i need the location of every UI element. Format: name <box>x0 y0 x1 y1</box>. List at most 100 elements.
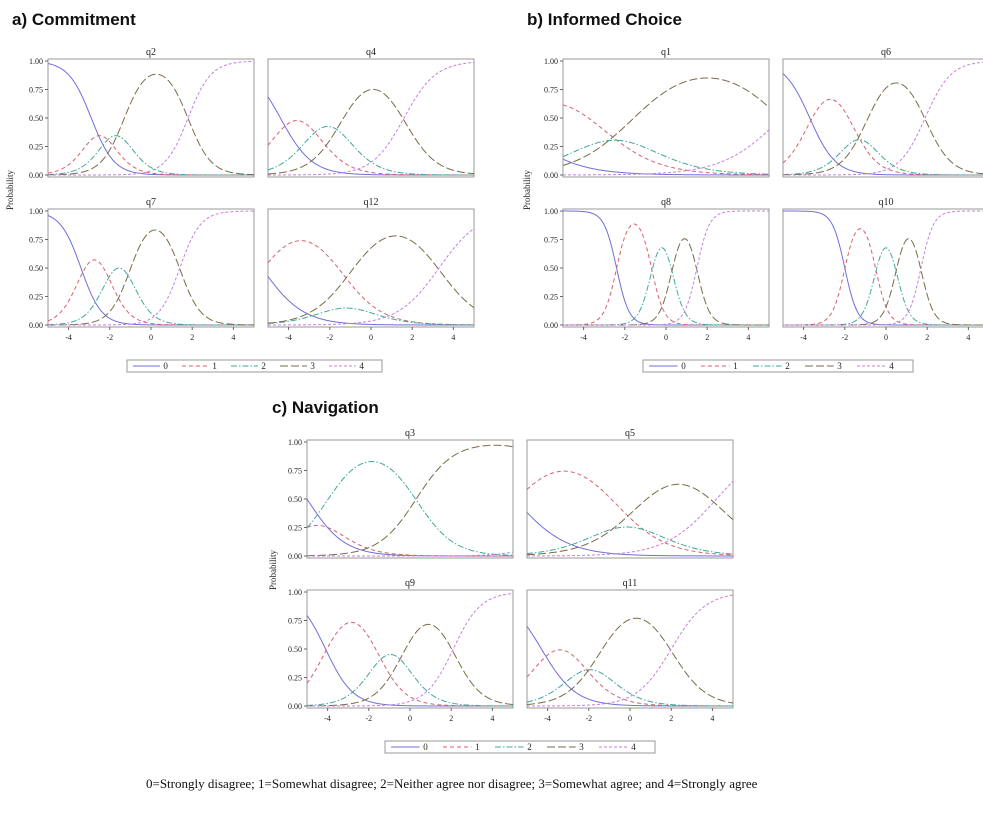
x-tick-label: -4 <box>65 333 72 342</box>
panel-title: q6 <box>881 47 891 58</box>
legend-label: 4 <box>359 361 364 371</box>
panel-q4: q4 <box>267 47 475 178</box>
series-line-1 <box>47 259 254 326</box>
panel-q1: q1 0.00 0.25 0.50 0.75 1.00 <box>544 47 770 180</box>
legend: 0 1 2 3 4 <box>642 359 914 373</box>
series-line-3 <box>47 73 255 176</box>
series-line-4 <box>783 210 983 326</box>
y-tick-label: 0.00 <box>544 321 558 330</box>
legend-label: 0 <box>681 361 686 371</box>
chart-2: b) Informed Choice Probability q1 0.00 0.25 0… <box>522 10 983 373</box>
y-tick-label: 1.00 <box>29 207 43 216</box>
series-line-2 <box>306 461 514 556</box>
panel-q10: q10 -4 -2 0 2 4 <box>782 197 983 342</box>
panel-frame <box>47 58 255 178</box>
series-line-3 <box>306 444 514 557</box>
series-line-2 <box>47 267 254 326</box>
series-line-2 <box>526 669 733 707</box>
x-tick-label: 0 <box>369 333 373 342</box>
panel-title: q9 <box>405 578 415 589</box>
legend-label: 0 <box>423 742 428 752</box>
series-line-0 <box>267 276 474 326</box>
series-line-2 <box>306 653 514 707</box>
panel-frame <box>526 589 734 709</box>
panel-frame <box>306 589 514 709</box>
series-line-1 <box>526 649 733 707</box>
panel-title: q12 <box>364 197 379 208</box>
series-line-2 <box>782 139 983 176</box>
x-tick-label: 2 <box>669 714 673 723</box>
legend-label: 2 <box>261 361 266 371</box>
panel-frame <box>267 58 475 178</box>
y-tick-label: 1.00 <box>288 438 302 447</box>
panel-frame <box>526 439 734 559</box>
series-line-0 <box>47 215 254 326</box>
series-line-2 <box>562 139 770 175</box>
x-tick-label: 0 <box>884 333 888 342</box>
x-tick-label: 4 <box>710 714 714 723</box>
panel-title: q5 <box>625 428 635 439</box>
y-tick-label: 0.75 <box>29 86 43 95</box>
panel-q2: q2 0.00 0.25 0.50 0.75 1.00 <box>29 47 255 180</box>
y-tick-label: 0.00 <box>29 171 43 180</box>
panel-title: q4 <box>366 47 376 58</box>
panel-frame <box>562 58 770 178</box>
x-tick-label: -2 <box>841 333 848 342</box>
y-tick-label: 0.00 <box>288 552 302 561</box>
x-tick-label: -4 <box>544 714 551 723</box>
legend-label: 1 <box>475 742 480 752</box>
panel-frame <box>782 208 983 328</box>
footnote: 0=Strongly disagree; 1=Somewhat disagree… <box>146 776 758 791</box>
y-tick-label: 1.00 <box>288 588 302 597</box>
y-tick-label: 0.00 <box>29 321 43 330</box>
y-tick-label: 1.00 <box>544 207 558 216</box>
x-tick-label: 2 <box>705 333 709 342</box>
x-tick-label: -4 <box>800 333 807 342</box>
panel-q9: q9 0.00 0.25 0.50 0.75 1.00 -4 -2 0 2 4 <box>288 578 514 723</box>
series-line-3 <box>526 617 734 706</box>
x-tick-label: -2 <box>585 714 592 723</box>
panel-title: q1 <box>661 47 671 58</box>
y-tick-label: 0.00 <box>544 171 558 180</box>
y-tick-label: 0.25 <box>29 143 43 152</box>
series-line-1 <box>526 470 734 556</box>
series-line-0 <box>526 512 734 557</box>
series-line-1 <box>47 135 254 176</box>
series-line-4 <box>307 592 514 707</box>
x-tick-label: 4 <box>490 714 494 723</box>
y-axis-label: Probability <box>5 170 15 210</box>
series-line-4 <box>783 61 983 176</box>
chart-title: a) Commitment <box>12 10 136 29</box>
legend-label: 2 <box>785 361 790 371</box>
x-tick-label: -4 <box>580 333 587 342</box>
chart-1: a) Commitment Probability q2 0.00 0.25 0.50 0.… <box>5 10 475 373</box>
panel-title: q10 <box>879 197 894 208</box>
series-line-2 <box>47 135 254 176</box>
y-axis-label: Probability <box>268 550 278 590</box>
y-tick-label: 0.50 <box>29 264 43 273</box>
series-line-3 <box>782 82 983 176</box>
x-tick-label: 0 <box>628 714 632 723</box>
series-line-0 <box>267 96 474 176</box>
legend-label: 1 <box>733 361 738 371</box>
panel-title: q11 <box>623 578 638 589</box>
legend-label: 3 <box>837 361 842 371</box>
chart-3: c) Navigation Probability q3 0.00 0.25 0.50 0.… <box>268 398 734 754</box>
x-tick-label: -2 <box>621 333 628 342</box>
legend-label: 0 <box>163 361 168 371</box>
x-tick-label: 4 <box>231 333 235 342</box>
panel-q12: q12 -4 -2 0 2 4 <box>267 197 475 342</box>
panel-title: q7 <box>146 197 156 208</box>
legend-label: 4 <box>889 361 894 371</box>
series-line-4 <box>526 481 734 557</box>
x-tick-label: 4 <box>966 333 970 342</box>
panel-q8: q8 0.00 0.25 0.50 0.75 1.00 -4 -2 0 2 4 <box>544 197 770 342</box>
x-tick-label: 2 <box>925 333 929 342</box>
x-tick-label: -2 <box>326 333 333 342</box>
y-tick-label: 0.75 <box>544 236 558 245</box>
y-tick-label: 0.50 <box>544 264 558 273</box>
x-tick-label: -2 <box>365 714 372 723</box>
chart-title: b) Informed Choice <box>527 10 682 29</box>
legend: 0 1 2 3 4 <box>384 740 656 754</box>
